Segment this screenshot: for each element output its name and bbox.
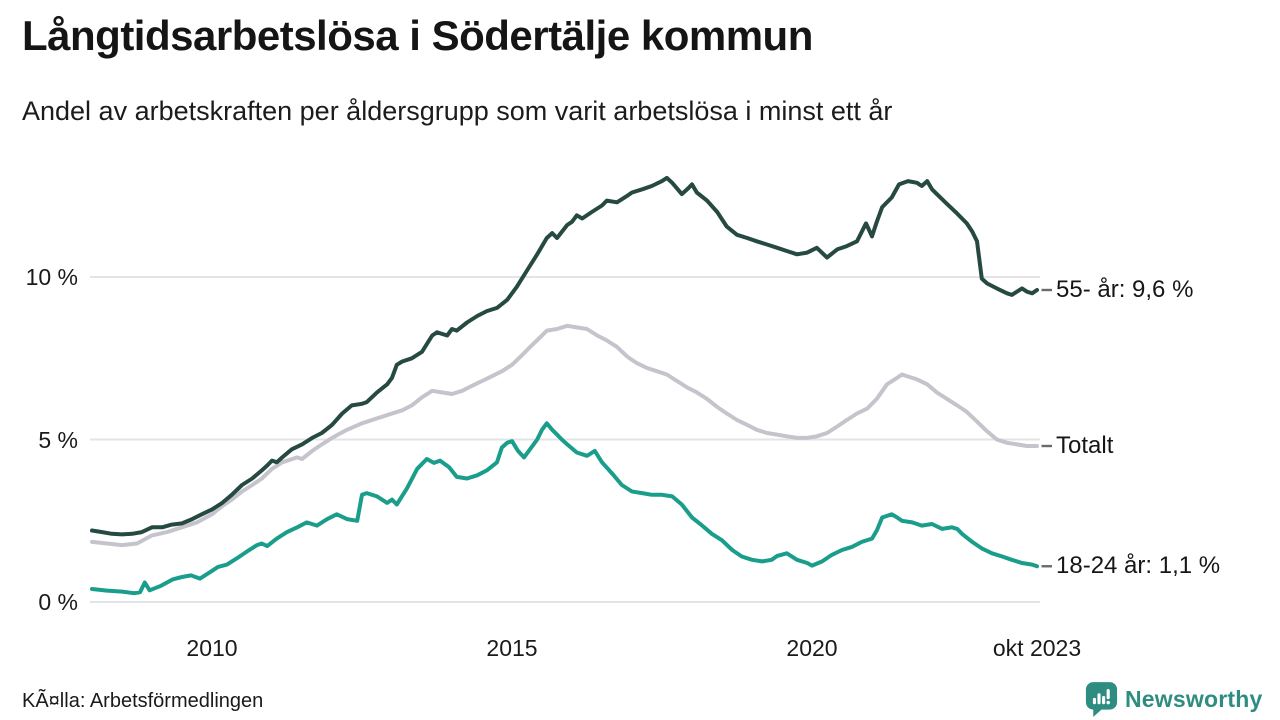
series-line-totalt xyxy=(90,323,1039,548)
chart-subtitle: Andel av arbetskraften per åldersgrupp s… xyxy=(22,96,893,126)
source-note: KÃ¤lla: Arbetsförmedlingen xyxy=(22,690,264,712)
brand-name: Newsworthy xyxy=(1125,685,1263,712)
y-tick-label: 5 % xyxy=(38,426,78,453)
x-tick-label: okt 2023 xyxy=(992,635,1082,661)
brand-logo: Newsworthy xyxy=(1085,681,1262,717)
series-line-18-24-r xyxy=(90,421,1039,596)
y-tick-label: 10 % xyxy=(25,264,78,290)
series-end-label-55-r: 55- år: 9,6 % xyxy=(1056,276,1194,303)
newsworthy-icon xyxy=(1085,681,1118,717)
series-end-label-18-24-r: 18-24 år: 1,1 % xyxy=(1056,552,1221,580)
series-line-55-r xyxy=(90,175,1039,537)
x-tick-label: 2010 xyxy=(186,635,238,661)
series-end-label-totalt: Totalt xyxy=(1056,432,1114,459)
y-tick-label: 0 % xyxy=(38,589,78,615)
x-tick-label: 2015 xyxy=(486,635,538,661)
page-title: Långtidsarbetslösa i Södertälje kommun xyxy=(22,12,813,59)
x-tick-label: 2020 xyxy=(786,635,838,661)
